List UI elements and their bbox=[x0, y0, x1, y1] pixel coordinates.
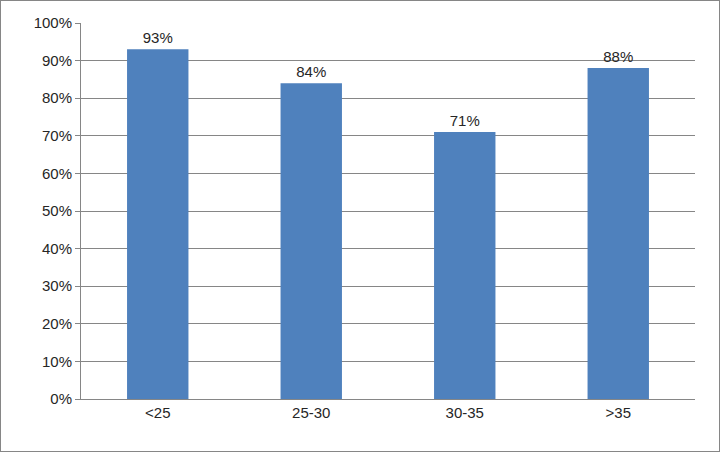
svg-text:25-30: 25-30 bbox=[292, 404, 330, 421]
svg-text:100%: 100% bbox=[34, 14, 72, 31]
svg-text:40%: 40% bbox=[42, 240, 72, 257]
svg-text:88%: 88% bbox=[603, 48, 633, 65]
svg-text:10%: 10% bbox=[42, 353, 72, 370]
svg-text:84%: 84% bbox=[296, 63, 326, 80]
svg-text:20%: 20% bbox=[42, 315, 72, 332]
svg-text:60%: 60% bbox=[42, 165, 72, 182]
svg-text:30-35: 30-35 bbox=[446, 404, 484, 421]
svg-text:30%: 30% bbox=[42, 277, 72, 294]
svg-text:71%: 71% bbox=[450, 112, 480, 129]
svg-text:90%: 90% bbox=[42, 52, 72, 69]
svg-text:80%: 80% bbox=[42, 89, 72, 106]
svg-text:<25: <25 bbox=[145, 404, 170, 421]
svg-text:70%: 70% bbox=[42, 127, 72, 144]
svg-text:>35: >35 bbox=[606, 404, 631, 421]
svg-text:93%: 93% bbox=[143, 29, 173, 46]
svg-text:0%: 0% bbox=[50, 390, 72, 407]
svg-text:50%: 50% bbox=[42, 202, 72, 219]
